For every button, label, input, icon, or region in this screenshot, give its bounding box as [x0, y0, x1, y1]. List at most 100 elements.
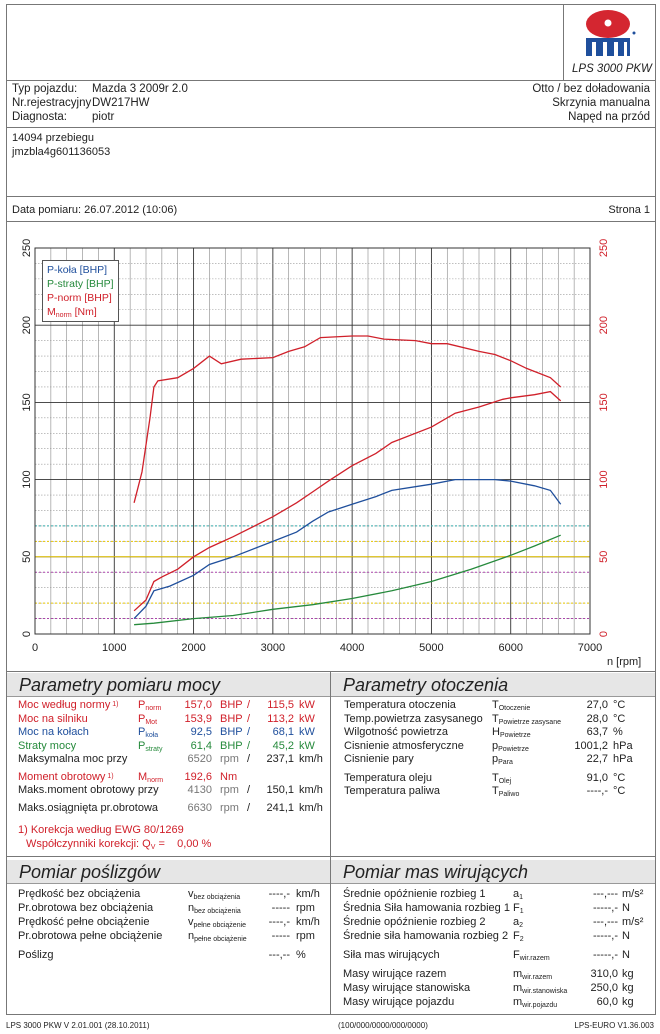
symbol-subscript: bez obciążenia	[194, 908, 241, 915]
row-value: 92,5	[190, 726, 212, 738]
y-tick-label-left: 50	[21, 551, 33, 563]
x-tick-label: 3000	[261, 642, 285, 654]
ambient-row: Temperatura otoczenia TOtoczenie 27,0 °C	[344, 699, 654, 712]
row-value: ----,-	[586, 785, 608, 797]
correction-factor-label: Współczynniki korekcji: Q	[26, 838, 151, 850]
row-unit: °C	[613, 699, 626, 711]
row-value: ----,-	[268, 916, 290, 928]
footer-code: (100/000/0000/000/0000)	[338, 1021, 428, 1030]
row-label: Średnia Siła hamowania rozbieg 1	[343, 902, 510, 914]
ambient-row: Cisnienie atmosferyczne pPowietrze 1001,2 h…	[344, 740, 654, 753]
symbol-subscript: Para	[498, 759, 513, 766]
row-value-2: 237,1	[266, 753, 294, 765]
row-unit: Nm	[220, 770, 238, 783]
ambient-row: Cisnienie pary pPara 22,7 hPa	[344, 753, 654, 766]
row-separator: /	[247, 739, 251, 752]
row-value: ---,---	[592, 888, 618, 900]
row-unit-2: km/h	[299, 753, 323, 765]
p-kola-line	[133, 478, 562, 620]
correction-factor-sub: V	[150, 844, 156, 851]
correction-factor-value: = 0,00 %	[158, 838, 212, 850]
y-tick-label-left: 200	[21, 316, 33, 334]
row-value: 1001,2	[574, 739, 608, 752]
row-value: 6520	[187, 753, 212, 765]
row-label: Wilgotność powietrza	[344, 726, 448, 738]
row-unit: hPa	[613, 753, 633, 765]
power-section-title: Parametry pomiaru mocy	[7, 673, 330, 697]
maha-logo	[586, 10, 636, 56]
masses-row: Średnie opóźnienie rozbieg 1 a1 ---,--- m/s…	[343, 888, 653, 901]
row-value: 250,0	[590, 982, 618, 994]
symbol: F2	[513, 930, 524, 943]
symbol: TPaliwo	[492, 785, 520, 798]
date-row	[6, 196, 656, 222]
notes-section	[6, 127, 656, 197]
symbol: vbez obciążenia	[188, 888, 241, 901]
symbol: Mnorm	[138, 770, 164, 784]
symbol: Pnorm	[138, 699, 162, 712]
row-value: 153,9	[184, 712, 212, 725]
row-unit: N	[622, 949, 630, 961]
y-tick-label-right: 0	[598, 631, 610, 637]
masses-row: Masy wirujące pojazdu mwir.pojazdu 60,0 kg	[343, 996, 653, 1009]
legend-p-norm: P-norm [BHP]	[47, 292, 112, 304]
legend-p-kola: P-koła [BHP]	[47, 264, 108, 276]
row-separator: /	[247, 801, 251, 814]
row-value: 63,7	[586, 726, 608, 738]
masses-section-title: Pomiar mas wirujących	[331, 860, 655, 884]
note-mileage: 14094 przebiegu	[12, 132, 94, 144]
row-label: Maks.osiągnięta pr.obrotowa	[18, 801, 159, 814]
symbol: a2	[513, 916, 524, 929]
row-unit: BHP	[220, 739, 243, 752]
row-label: Siła mas wirujących	[343, 949, 440, 961]
row-label: Masy wirujące razem	[343, 968, 447, 980]
footer-software-version: LPS 3000 PKW V 2.01.001 (28.10.2011)	[6, 1021, 150, 1030]
symbol: Pstraty	[138, 739, 163, 753]
symbol: npełne obciążenie	[188, 930, 247, 943]
diagnostician-value: piotr	[92, 111, 115, 123]
legend-m-symbol: M	[47, 306, 56, 318]
symbol: TOtoczenie	[492, 699, 531, 712]
symbol-subscript: Paliwo	[498, 791, 520, 798]
engine-type: Otto / bez doładowania	[532, 83, 650, 95]
symbol: nbez obciążenia	[188, 902, 241, 915]
row-label: Moc na kołach	[18, 726, 89, 738]
symbol: a1	[513, 888, 524, 901]
symbol: mwir.pojazdu	[513, 996, 558, 1009]
row-unit: rpm	[220, 753, 239, 765]
slip-section-title: Pomiar poślizgów	[7, 860, 330, 884]
symbol: HPowietrze	[492, 726, 531, 739]
row-value: 91,0	[586, 771, 608, 784]
ambient-row: Temperatura paliwa TPaliwo ----,- °C	[344, 785, 654, 798]
symbol-subscript: pełne obciążenie	[193, 922, 247, 929]
symbol-subscript: 2	[519, 936, 524, 943]
power-row: Moment obrotowy 1) Mnorm 192,6 Nm	[18, 771, 328, 784]
row-unit: kg	[622, 982, 634, 994]
row-label: Cisnienie pary	[344, 753, 414, 765]
row-label: Średnie siła hamowania rozbieg 2	[343, 930, 509, 942]
x-tick-label: 7000	[578, 642, 602, 654]
row-value: ---,---	[592, 916, 618, 928]
row-value: ----,-	[268, 888, 290, 900]
row-label: Średnie opóźnienie rozbieg 1	[343, 888, 486, 900]
registration-value: DW217HW	[92, 97, 150, 109]
logo-letters	[586, 38, 630, 56]
row-label: Straty mocy	[18, 739, 77, 752]
symbol-subscript: koła	[145, 732, 159, 739]
row-value: 27,0	[586, 699, 608, 711]
power-torque-chart: 0 1000 2000 3000 4000 5000 6000 7000 0 0 50 50 100 10…	[21, 239, 610, 654]
chart-legend: P-koła [BHP] P-straty [BHP] P-norm [BHP]…	[42, 260, 119, 322]
row-unit: BHP	[220, 712, 243, 725]
row-unit: BHP	[220, 699, 243, 711]
y-tick-label-right: 200	[598, 316, 610, 334]
symbol-subscript: Otoczenie	[498, 705, 531, 712]
row-unit-2: kW	[299, 699, 315, 711]
row-label: Cisnienie atmosferyczne	[344, 739, 464, 752]
legend-m-unit: [Nm]	[71, 306, 97, 318]
row-label: Temperatura paliwa	[344, 785, 440, 797]
report-header	[6, 4, 656, 81]
row-label: Moc na silniku	[18, 712, 88, 725]
row-unit: kg	[622, 968, 634, 980]
power-row: Maks.osiągnięta pr.obrotowa 6630 rpm / 241,1…	[18, 802, 328, 815]
symbol-subscript: wir.pojazdu	[522, 1002, 558, 1009]
